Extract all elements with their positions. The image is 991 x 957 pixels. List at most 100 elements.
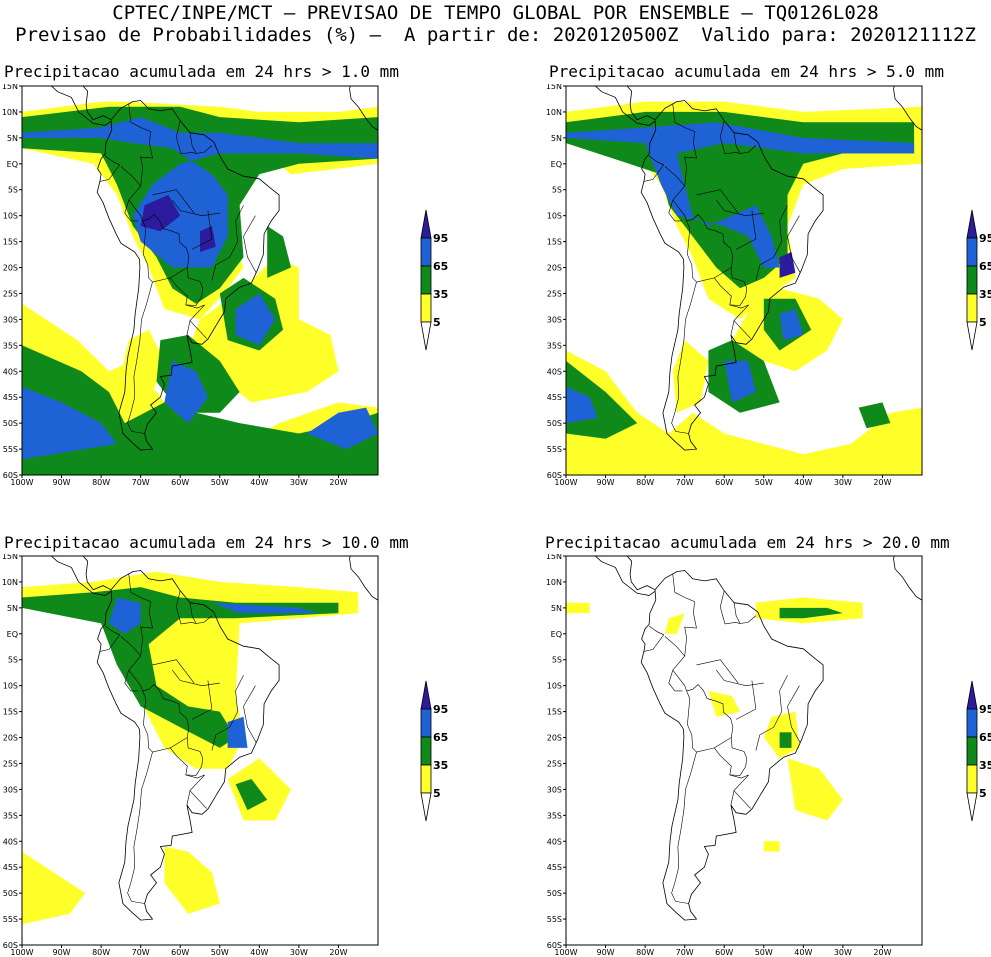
map-4-svg: 15N 10N 5N EQ 5S 10S 15S 20S 25S 30S 35S 40S 45S 50S 5… [546, 554, 923, 957]
lon-label: 30W [290, 948, 308, 957]
legend-cap-top [966, 209, 978, 239]
country-border [172, 199, 220, 217]
legend-cap-bottom [966, 792, 978, 822]
lon-label: 40W [794, 948, 812, 957]
country-border [719, 120, 757, 155]
lat-label: 30S [3, 785, 18, 794]
legend-label: 35 [979, 759, 991, 772]
lat-label: EQ [551, 160, 562, 169]
country-border [191, 210, 213, 250]
coastlines [594, 556, 922, 921]
country-border [716, 199, 764, 217]
lon-label: 60W [715, 478, 733, 487]
legend-cap-top [420, 209, 432, 239]
legend-4-svg: 95 65 35 5 [966, 680, 991, 822]
lat-label: 15S [547, 238, 562, 247]
panel-2-title: Precipitacao acumulada em 24 hrs > 5.0 m… [549, 62, 944, 81]
lat-label: 40S [3, 367, 18, 376]
lat-label: 5N [551, 604, 562, 613]
legend-label: 35 [433, 759, 448, 772]
south-america-coast [96, 100, 280, 451]
lon-label: 60W [171, 948, 189, 957]
lon-label: 40W [250, 478, 268, 487]
lat-label: EQ [7, 630, 18, 639]
legend-label: 65 [433, 260, 448, 273]
country-border [152, 659, 195, 684]
prob-area-blue [306, 407, 378, 450]
lon-label: 60W [171, 478, 189, 487]
lon-label: 80W [92, 948, 110, 957]
prob-area-blue [22, 117, 378, 268]
lon-label: 70W [132, 478, 150, 487]
country-border [787, 685, 801, 743]
legend-swatch [420, 265, 432, 295]
country-border [189, 790, 207, 809]
legend-cap-bottom [966, 321, 978, 351]
lat-label: 55S [3, 445, 18, 454]
lat-label: 55S [547, 915, 562, 924]
country-border [787, 215, 801, 273]
lat-label: 60S [547, 471, 562, 480]
lon-label: 100W [554, 478, 577, 487]
country-border [733, 602, 741, 624]
legend-swatch [420, 764, 432, 794]
legend-4: 95 65 35 5 [964, 679, 991, 829]
legend-label: 65 [979, 731, 991, 744]
legend-cap-bottom [420, 321, 432, 351]
country-border [189, 132, 197, 154]
lon-label: 80W [92, 478, 110, 487]
prob-area-yellow [763, 841, 780, 852]
lat-label: 15N [546, 554, 562, 561]
lon-label: 40W [794, 478, 812, 487]
lat-label: 5N [7, 604, 18, 613]
lat-label: 45S [3, 393, 18, 402]
lat-label: 25S [3, 759, 18, 768]
prob-area-green [779, 607, 843, 619]
country-border [211, 675, 244, 751]
lat-label: 35S [3, 811, 18, 820]
legend-label: 35 [433, 288, 448, 301]
lat-label: 55S [3, 915, 18, 924]
country-border [729, 304, 749, 336]
lon-label: 100W [10, 478, 33, 487]
coastlines [50, 556, 378, 921]
country-border [735, 680, 757, 720]
prob-area-darkblue [779, 252, 796, 278]
lat-label: 40S [547, 837, 562, 846]
lat-label: 60S [3, 941, 18, 950]
lat-label: 20S [547, 734, 562, 743]
country-border [185, 304, 205, 336]
lon-label: 20W [329, 948, 347, 957]
lat-label: EQ [7, 160, 18, 169]
country-border [189, 602, 197, 624]
country-border [729, 774, 749, 806]
prob-area-blue [211, 602, 319, 614]
country-border [99, 155, 121, 182]
country-border [643, 625, 665, 652]
lon-label: 50W [755, 948, 773, 957]
lon-label: 90W [53, 478, 71, 487]
lat-label: 20S [547, 264, 562, 273]
legend-label: 95 [433, 232, 448, 245]
lat-label: 60S [547, 941, 562, 950]
lon-label: 20W [873, 478, 891, 487]
country-border [671, 752, 697, 904]
legend-3: 95 65 35 5 [418, 679, 458, 829]
lat-label: 15S [3, 708, 18, 717]
legend-swatch [420, 293, 432, 323]
central-america-pacific-coast [594, 556, 656, 596]
country-border [672, 574, 697, 657]
legend-label: 65 [433, 731, 448, 744]
country-border [664, 166, 686, 222]
country-border [211, 205, 244, 281]
probability-fields [22, 101, 378, 475]
panel-4-map: 15N 10N 5N EQ 5S 10S 15S 20S 25S 30S 35S 40S 45S 50S 5… [546, 554, 924, 957]
lat-label: 20S [3, 734, 18, 743]
central-america-coast [626, 86, 656, 121]
legend-label: 5 [433, 316, 441, 329]
panel-1-title: Precipitacao acumulada em 24 hrs > 1.0 m… [4, 62, 399, 81]
lat-label: 25S [547, 289, 562, 298]
map-frame [565, 555, 923, 946]
prob-area-green [235, 779, 268, 811]
country-border [671, 282, 697, 434]
